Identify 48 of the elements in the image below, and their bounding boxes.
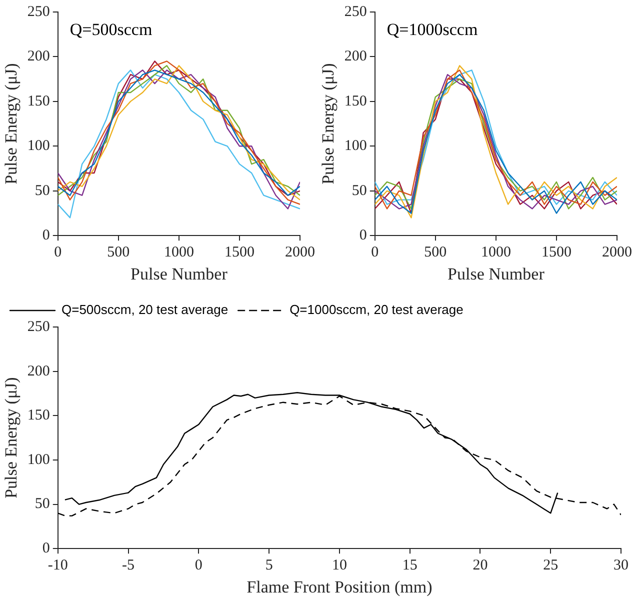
x-tick-label: 2000: [602, 244, 632, 261]
y-axis-title: Pulse Energy (μJ): [2, 377, 21, 498]
y-tick-label: 50: [34, 182, 50, 199]
x-tick-label: 0: [54, 244, 62, 261]
y-tick-label: 0: [42, 228, 50, 244]
x-tick-label: 500: [107, 244, 130, 261]
x-tick-label: -10: [48, 558, 68, 574]
y-axis-title: Pulse Energy (μJ): [2, 63, 21, 184]
y-tick-label: 50: [34, 496, 50, 512]
x-tick-label: 1000: [164, 244, 194, 261]
x-tick-label: 10: [332, 558, 347, 574]
x-tick-label: 0: [194, 558, 202, 574]
y-tick-label: 150: [27, 408, 50, 424]
y-tick-label: 100: [27, 452, 50, 468]
y-tick-label: 50: [352, 182, 367, 199]
y-tick-label: 200: [344, 48, 367, 65]
y-tick-label: 250: [344, 4, 367, 20]
x-tick-label: 500: [424, 244, 447, 261]
x-axis-title: Flame Front Position (mm): [246, 577, 432, 596]
y-tick-label: 200: [27, 363, 50, 380]
x-tick-label: 25: [543, 558, 558, 574]
x-tick-label: 0: [371, 244, 379, 261]
x-tick-label: 1500: [224, 244, 254, 261]
y-tick-label: 100: [27, 138, 50, 154]
y-tick-label: 0: [359, 228, 367, 244]
y-tick-label: 250: [27, 4, 50, 20]
y-tick-label: 200: [27, 48, 50, 65]
x-tick-label: 1500: [541, 244, 572, 261]
x-tick-label: 20: [472, 558, 488, 574]
y-tick-label: 150: [344, 93, 367, 110]
line-series: [58, 396, 621, 516]
x-tick-label: 15: [402, 558, 418, 574]
annotation: Q=1000sccm: [386, 20, 478, 39]
annotation: Q=500sccm: [70, 20, 152, 39]
x-tick-label: 5: [265, 558, 273, 574]
x-axis-title: Pulse Number: [130, 264, 228, 284]
legend-label: Q=500sccm, 20 test average: [62, 302, 228, 318]
x-tick-label: 30: [614, 558, 628, 574]
y-tick-label: 150: [27, 93, 50, 110]
x-axis-title: Pulse Number: [448, 264, 545, 284]
y-tick-label: 100: [344, 138, 367, 154]
legend-label: Q=1000sccm, 20 test average: [290, 302, 464, 318]
x-tick-label: 1000: [480, 244, 511, 261]
x-tick-label: 2000: [285, 244, 315, 261]
x-tick-label: -5: [122, 558, 135, 574]
y-tick-label: 250: [27, 318, 50, 335]
y-axis-title: Pulse Energy (μJ): [318, 63, 338, 184]
y-tick-label: 0: [42, 540, 50, 557]
